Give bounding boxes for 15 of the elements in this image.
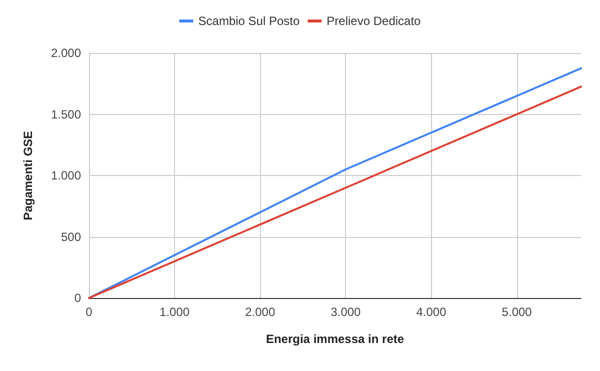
legend-label: Scambio Sul Posto bbox=[198, 14, 300, 28]
x-tick-label: 1.000 bbox=[160, 305, 190, 319]
legend-label: Prelievo Dedicato bbox=[326, 14, 422, 28]
y-tick-label: 1.000 bbox=[50, 168, 82, 182]
y-tick-label: 2.000 bbox=[50, 46, 82, 60]
x-tick-label: 2.000 bbox=[245, 305, 276, 319]
x-tick-label: 3.000 bbox=[330, 305, 362, 319]
y-axis-title: Pagamenti GSE bbox=[21, 130, 35, 220]
y-tick-label: 1.500 bbox=[50, 107, 82, 122]
x-axis-title: Energia immessa in rete bbox=[266, 332, 404, 346]
y-tick-label: 500 bbox=[60, 230, 82, 244]
y-tick-label: 0 bbox=[74, 291, 82, 305]
x-tick-label: 0 bbox=[86, 305, 93, 319]
x-tick-label: 4.000 bbox=[416, 305, 447, 319]
x-tick-label: 5.000 bbox=[502, 305, 532, 319]
